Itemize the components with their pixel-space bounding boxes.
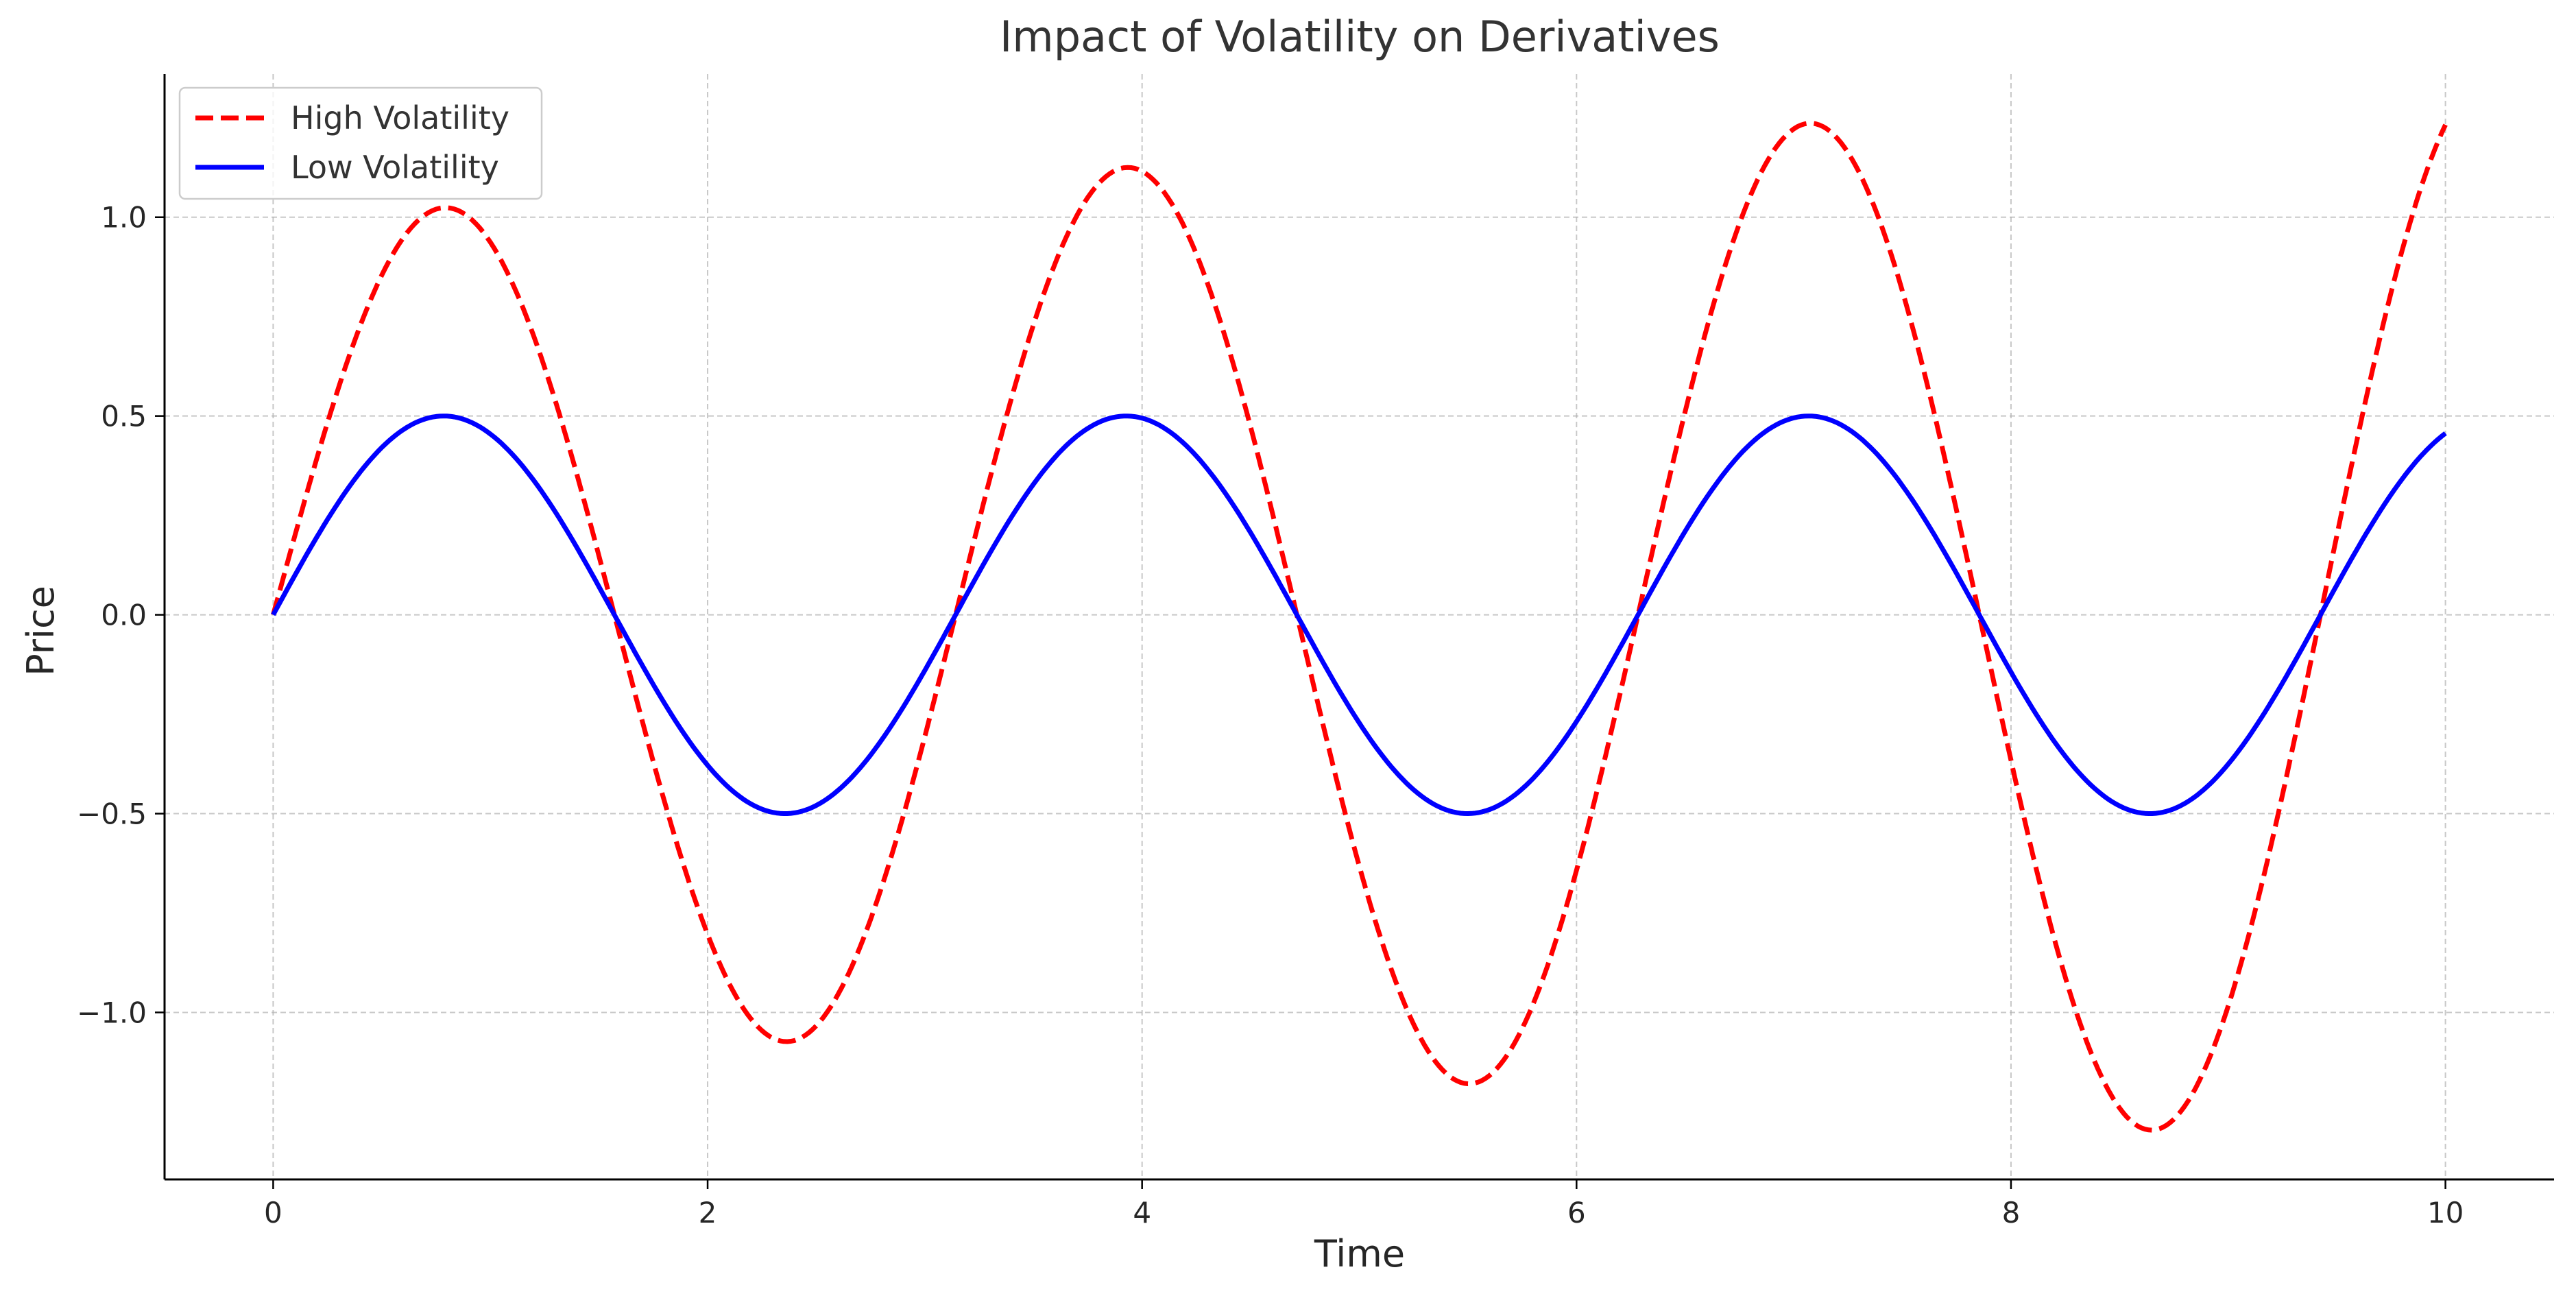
y-axis-label: Price: [19, 586, 62, 676]
grid: [165, 74, 2554, 1179]
x-tick-label: 0: [264, 1196, 282, 1229]
x-axis-label: Time: [1314, 1232, 1405, 1275]
legend-box: [178, 86, 543, 200]
series-layer: [271, 121, 2448, 1133]
legend: High Volatility Low Volatility: [178, 86, 543, 200]
y-tick-label: 1.0: [101, 201, 147, 235]
x-tick-label: 2: [699, 1196, 717, 1229]
y-tick-label: 0.0: [101, 599, 147, 632]
x-tick-label: 10: [2427, 1196, 2464, 1229]
series-line-high-volatility: [271, 121, 2448, 1133]
y-tick-label: −1.0: [77, 996, 147, 1029]
chart-title: Impact of Volatility on Derivatives: [1000, 12, 1720, 62]
y-tick-label: 0.5: [101, 400, 147, 433]
series-line-low-volatility: [271, 413, 2447, 816]
y-tick-label: −0.5: [77, 797, 147, 831]
ticks: 0 2 4 6 8 10 −1.0 −0.5 0.0 0.5 1.0: [77, 201, 2464, 1229]
x-tick-label: 4: [1133, 1196, 1151, 1229]
x-tick-label: 6: [1567, 1196, 1586, 1229]
legend-label-low-volatility: Low Volatility: [291, 149, 499, 186]
legend-label-high-volatility: High Volatility: [291, 99, 509, 136]
x-tick-label: 8: [2002, 1196, 2021, 1229]
